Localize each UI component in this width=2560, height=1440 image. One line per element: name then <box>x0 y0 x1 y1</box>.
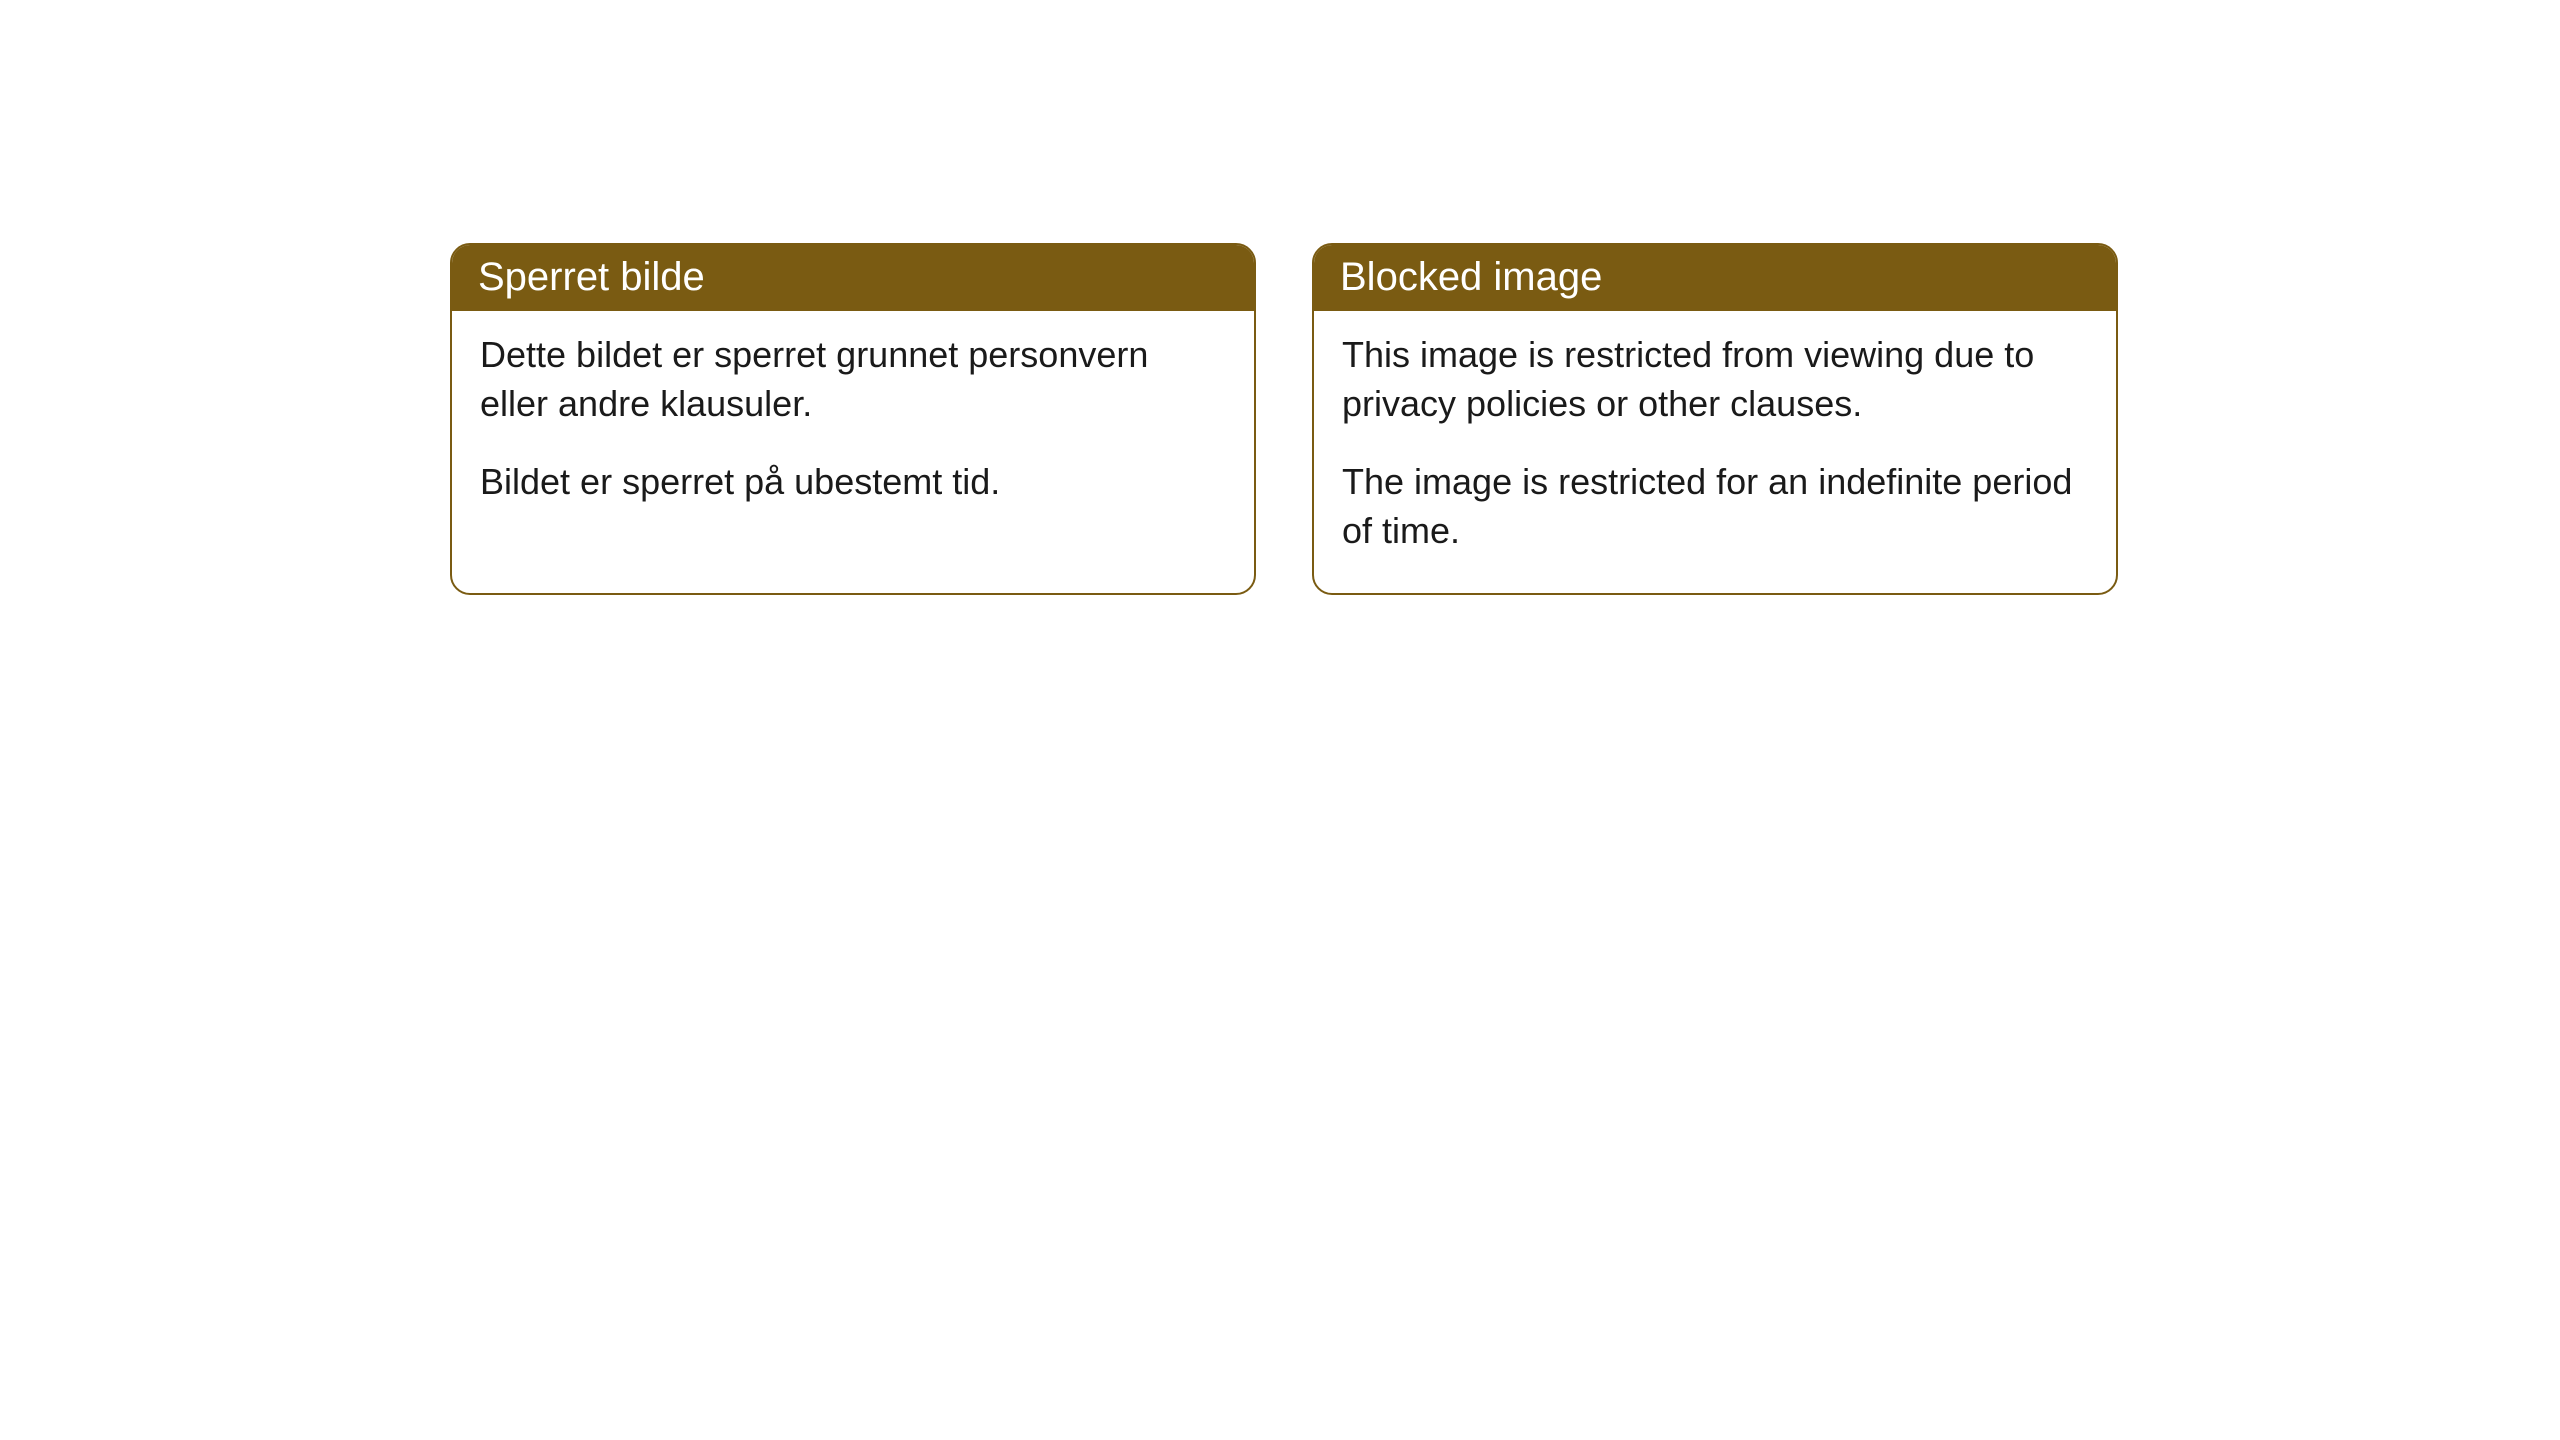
card-paragraph-2: The image is restricted for an indefinit… <box>1342 458 2088 555</box>
notice-cards-container: Sperret bilde Dette bildet er sperret gr… <box>450 243 2118 595</box>
card-paragraph-2: Bildet er sperret på ubestemt tid. <box>480 458 1226 507</box>
card-header: Sperret bilde <box>452 245 1254 311</box>
card-body: This image is restricted from viewing du… <box>1314 311 2116 593</box>
card-header: Blocked image <box>1314 245 2116 311</box>
blocked-image-card-english: Blocked image This image is restricted f… <box>1312 243 2118 595</box>
blocked-image-card-norwegian: Sperret bilde Dette bildet er sperret gr… <box>450 243 1256 595</box>
card-paragraph-1: This image is restricted from viewing du… <box>1342 331 2088 428</box>
card-paragraph-1: Dette bildet er sperret grunnet personve… <box>480 331 1226 428</box>
card-body: Dette bildet er sperret grunnet personve… <box>452 311 1254 545</box>
